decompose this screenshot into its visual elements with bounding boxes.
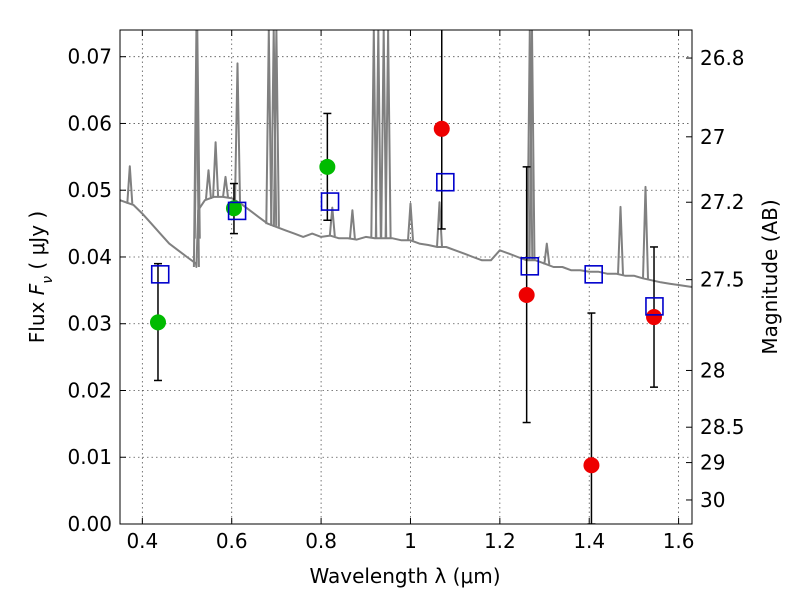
model-photometry-square: [227, 201, 247, 221]
grid-lines: [120, 30, 692, 525]
y2-axis-label: Magnitude (AB): [758, 199, 782, 354]
emission-line: [272, 30, 280, 227]
sed-spectrum-line: [120, 195, 692, 288]
low-sn-point: [433, 120, 450, 137]
axis-ticks: 0.4 0.6 0.8 1 1.2 1.4 1.6 0.00 0.01 0.02 0.03 0.04 0…: [67, 30, 745, 553]
emission-line: [617, 205, 624, 275]
y2-tick-label: 27: [700, 125, 725, 149]
emission-line: [193, 30, 201, 239]
x-tick-label: 0.6: [216, 529, 248, 553]
emission-line: [265, 30, 273, 225]
y2-tick-label: 30: [700, 488, 725, 512]
plot-frame: [119, 29, 693, 525]
detection-point: [225, 200, 242, 217]
emission-line: [328, 206, 336, 237]
model-photometry-square: [645, 297, 664, 316]
emission-line: [234, 62, 241, 202]
emission-line: [436, 201, 443, 248]
y2-tick-label: 26.8: [700, 46, 745, 70]
y-axis-label: Flux Fν ( μJy ): [25, 211, 56, 343]
emission-line: [374, 30, 382, 239]
x-tick-label: 0.8: [305, 529, 337, 553]
detection-point: [319, 158, 336, 175]
emission-line: [384, 30, 392, 239]
low-sn-point: [646, 309, 663, 326]
y2-tick-label: 29: [700, 451, 725, 475]
y-tick-label: 0.00: [67, 512, 112, 536]
emission-line: [407, 202, 414, 241]
low-sn-point: [583, 457, 600, 474]
model-photometry-square: [320, 192, 340, 211]
model-photometry-square: [520, 257, 540, 276]
y-tick-label: 0.01: [67, 445, 112, 469]
y-tick-label: 0.06: [67, 111, 112, 135]
emission-line: [380, 30, 388, 239]
x-tick-label: 1.4: [573, 529, 605, 553]
x-tick-label: 1: [404, 529, 417, 553]
y-tick-label: 0.07: [67, 45, 112, 69]
y-tick-label: 0.05: [67, 178, 112, 202]
model-photometry-square: [436, 172, 455, 192]
emission-line: [642, 185, 649, 279]
emission-line: [126, 165, 134, 204]
y-tick-label: 0.02: [67, 378, 112, 402]
emission-line: [528, 30, 536, 261]
detection-point: [149, 314, 166, 331]
y2-tick-label: 27.5: [700, 268, 745, 292]
emission-line: [526, 30, 534, 261]
x-tick-label: 0.4: [126, 529, 158, 553]
model-photometry-square: [584, 265, 603, 284]
emission-line: [543, 242, 551, 265]
x-tick-label: 1.2: [484, 529, 516, 553]
y2-tick-label: 28: [700, 358, 725, 382]
y-tick-label: 0.04: [67, 245, 112, 269]
y-tick-label: 0.03: [67, 312, 112, 336]
emission-line: [205, 169, 212, 199]
y2-tick-label: 28.5: [700, 415, 745, 439]
emission-line: [212, 141, 220, 197]
low-sn-point: [518, 287, 535, 304]
emission-line: [222, 175, 229, 198]
emission-line: [348, 209, 356, 239]
emission-line: [370, 30, 378, 239]
x-axis-label: Wavelength λ (μm): [309, 564, 500, 588]
plot-area: [120, 30, 692, 524]
model-photometry-square: [150, 265, 170, 284]
x-tick-label: 1.6: [663, 529, 695, 553]
y2-tick-label: 27.2: [700, 190, 745, 214]
